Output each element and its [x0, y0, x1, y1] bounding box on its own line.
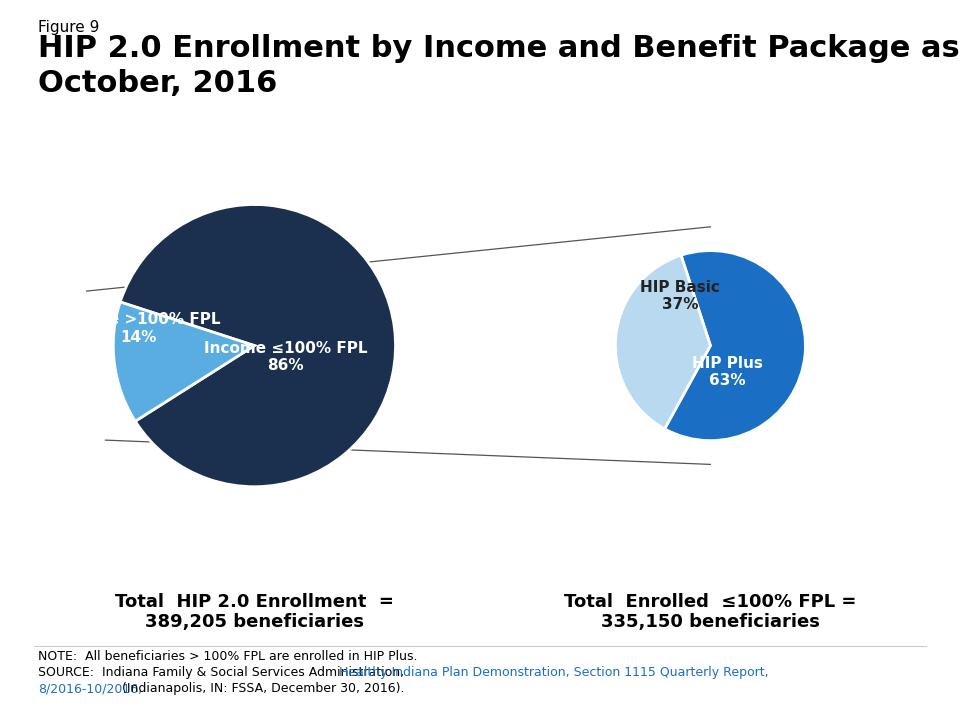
Text: 8/2016-10/2016,: 8/2016-10/2016,	[38, 682, 142, 695]
Text: FOUNDATION: FOUNDATION	[851, 698, 901, 707]
Text: Income ≤100% FPL
86%: Income ≤100% FPL 86%	[204, 341, 367, 373]
Text: 335,150 beneficiaries: 335,150 beneficiaries	[601, 613, 820, 631]
Text: HIP 2.0 Enrollment by Income and Benefit Package as of: HIP 2.0 Enrollment by Income and Benefit…	[38, 34, 960, 63]
Text: (Indianapolis, IN: FSSA, December 30, 2016).: (Indianapolis, IN: FSSA, December 30, 20…	[114, 682, 405, 695]
Text: NOTE:  All beneficiaries > 100% FPL are enrolled in HIP Plus.: NOTE: All beneficiaries > 100% FPL are e…	[38, 650, 418, 663]
Text: 389,205 beneficiaries: 389,205 beneficiaries	[145, 613, 364, 631]
Text: FAMILY: FAMILY	[841, 676, 911, 694]
Text: Healthy Indiana Plan Demonstration, Section 1115 Quarterly Report,: Healthy Indiana Plan Demonstration, Sect…	[339, 666, 769, 679]
Text: Total  Enrolled  ≤100% FPL =: Total Enrolled ≤100% FPL =	[564, 593, 856, 611]
Text: HIP Plus
63%: HIP Plus 63%	[692, 356, 763, 388]
Text: KAISER: KAISER	[839, 654, 913, 672]
Text: Income >100% FPL
14%: Income >100% FPL 14%	[57, 312, 221, 345]
Wedge shape	[120, 204, 396, 487]
Text: SOURCE:  Indiana Family & Social Services Administration,: SOURCE: Indiana Family & Social Services…	[38, 666, 412, 679]
Text: Figure 9: Figure 9	[38, 20, 100, 35]
Text: HIP Basic
37%: HIP Basic 37%	[640, 280, 720, 312]
Text: THE HENRY J.: THE HENRY J.	[851, 636, 901, 645]
Text: October, 2016: October, 2016	[38, 69, 277, 98]
Wedge shape	[615, 255, 710, 429]
Polygon shape	[86, 227, 710, 464]
Text: Total  HIP 2.0 Enrollment  =: Total HIP 2.0 Enrollment =	[115, 593, 394, 611]
Wedge shape	[113, 302, 254, 421]
Wedge shape	[664, 251, 805, 441]
